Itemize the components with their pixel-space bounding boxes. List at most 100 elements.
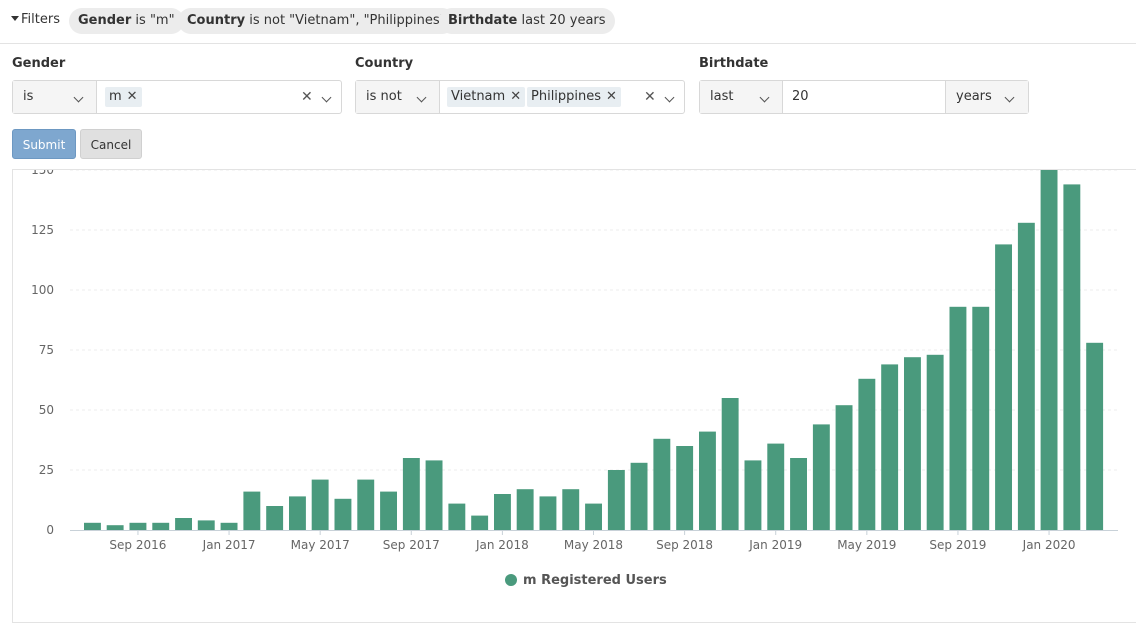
x-tick-label: Sep 2017 (383, 538, 440, 552)
bar (129, 522, 147, 530)
x-tick-label: May 2018 (564, 538, 623, 552)
gender-operator-select[interactable]: is (13, 81, 97, 113)
bar (676, 446, 694, 530)
tag-label: Philippines (531, 89, 602, 104)
chevron-down-icon (664, 92, 675, 103)
bar (311, 479, 329, 530)
birthdate-unit-select[interactable]: years (946, 81, 1028, 113)
birthdate-operator-value: last (710, 89, 734, 104)
chip-text: is "m" (135, 13, 175, 28)
x-tick-label: Sep 2019 (929, 538, 986, 552)
bar (972, 306, 990, 530)
bar (767, 443, 785, 530)
chart-panel: 0 25 50 75 100 125 150 Sep 2016 Jan 2017 May 2017… (12, 169, 1136, 623)
bar (790, 458, 807, 530)
submit-button[interactable]: Submit (12, 129, 76, 159)
gender-value-tag: m ✕ (105, 87, 142, 107)
tag-label: m (109, 89, 122, 104)
y-tick-label: 0 (46, 523, 54, 537)
bar (926, 354, 944, 530)
y-tick-label: 75 (39, 343, 54, 357)
bar (471, 515, 489, 530)
x-tick-label: Jan 2017 (202, 538, 256, 552)
bar (653, 438, 671, 530)
birthdate-operator-select[interactable]: last (700, 81, 783, 113)
bar-chart: 0 25 50 75 100 125 150 Sep 2016 Jan 2017 May 2017… (31, 170, 1118, 552)
y-tick-label: 100 (31, 283, 54, 297)
filters-toggle[interactable]: Filters (11, 12, 60, 27)
chip-field: Birthdate (448, 13, 518, 28)
bar (425, 460, 443, 530)
y-tick-label: 150 (31, 170, 54, 177)
bar (357, 479, 375, 530)
gender-operator-value: is (23, 89, 34, 104)
y-tick-label: 125 (31, 223, 54, 237)
chip-field: Country (187, 13, 246, 28)
x-tick-label: May 2017 (291, 538, 350, 552)
bar (721, 398, 739, 530)
close-icon[interactable]: ✕ (644, 89, 656, 105)
country-value-select[interactable]: Vietnam ✕ Philippines ✕ ✕ (440, 81, 684, 113)
x-tick-label: Jan 2019 (748, 538, 802, 552)
remove-tag-icon[interactable]: ✕ (606, 89, 617, 104)
bar (881, 364, 899, 530)
bar (1086, 342, 1104, 530)
bar (858, 378, 876, 530)
country-operator-value: is not (366, 89, 402, 104)
bar (744, 460, 762, 530)
bar (1040, 170, 1058, 530)
bar (699, 431, 716, 530)
bar (175, 518, 192, 530)
bar (243, 491, 261, 530)
caret-down-icon (11, 16, 19, 21)
remove-tag-icon[interactable]: ✕ (510, 89, 522, 104)
gender-value-select[interactable]: m ✕ ✕ (97, 81, 341, 113)
gender-label: Gender (12, 56, 66, 71)
tag-label: Vietnam (451, 89, 506, 104)
x-tick-label: Jan 2020 (1022, 538, 1076, 552)
y-tick-label: 50 (39, 403, 54, 417)
chevron-down-icon (73, 92, 84, 103)
close-icon[interactable]: ✕ (301, 89, 313, 105)
birthdate-label: Birthdate (699, 56, 769, 71)
chevron-down-icon (321, 92, 332, 103)
filter-chip-country[interactable]: Country is not "Vietnam", "Philippines" (178, 8, 455, 34)
chevron-down-icon (1004, 92, 1015, 103)
chevron-down-icon (416, 92, 427, 103)
filters-toggle-label: Filters (21, 12, 60, 27)
chip-text: is not "Vietnam", "Philippines" (249, 13, 446, 28)
chip-text: last 20 years (521, 13, 606, 28)
bar (289, 496, 306, 530)
bar (630, 462, 648, 530)
country-filter: is not Vietnam ✕ Philippines ✕ ✕ (355, 80, 685, 114)
bar (812, 424, 830, 530)
x-tick-label: Jan 2018 (475, 538, 529, 552)
birthdate-amount-input[interactable]: 20 (783, 81, 946, 113)
bar (84, 522, 101, 530)
bar (334, 498, 352, 530)
legend-swatch (505, 573, 517, 586)
x-tick-label: Sep 2018 (656, 538, 713, 552)
country-value-tag: Philippines ✕ (527, 87, 621, 107)
filter-chip-gender[interactable]: Gender is "m" (69, 8, 184, 34)
country-operator-select[interactable]: is not (356, 81, 440, 113)
filter-chip-birthdate[interactable]: Birthdate last 20 years (439, 8, 615, 34)
x-tick-label: Sep 2016 (109, 538, 166, 552)
gender-filter: is m ✕ ✕ (12, 80, 342, 114)
birthdate-unit-value: years (956, 89, 992, 104)
bar (585, 503, 602, 530)
remove-tag-icon[interactable]: ✕ (126, 89, 138, 104)
bar (835, 405, 853, 530)
chart-legend[interactable]: m Registered Users (505, 573, 667, 588)
country-label: Country (355, 56, 414, 71)
chevron-down-icon (759, 92, 770, 103)
bar (539, 496, 557, 530)
y-tick-label: 25 (39, 463, 54, 477)
bar (1017, 222, 1035, 531)
bar (106, 525, 124, 530)
bar (607, 470, 625, 530)
bar (380, 491, 397, 530)
bar (949, 306, 967, 530)
birthdate-filter: last 20 years (699, 80, 1029, 114)
cancel-button[interactable]: Cancel (80, 129, 142, 159)
